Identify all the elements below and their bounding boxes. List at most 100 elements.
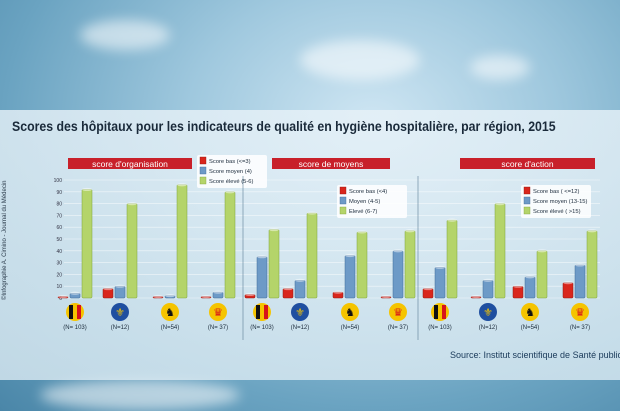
bar-top (525, 275, 535, 279)
bar (380, 296, 392, 299)
bar (512, 285, 524, 299)
category-label: (N=12) (111, 325, 130, 331)
brussels-iris-icon (479, 303, 497, 321)
bar-top (127, 202, 137, 206)
bar (152, 296, 164, 299)
wallonia-rooster-icon-glyph: ♛ (393, 306, 403, 319)
bar-top (201, 294, 211, 299)
flanders-lion-icon-glyph: ♞ (345, 306, 355, 319)
panel-title: score d'organisation (92, 159, 168, 169)
bar (212, 291, 224, 299)
brussels-iris-icon-glyph: ⚜ (115, 306, 125, 319)
panel-header (460, 158, 595, 169)
legend-swatch (523, 186, 531, 195)
category-label: (N=54) (341, 325, 360, 331)
flanders-lion-icon-glyph: ♞ (165, 306, 175, 319)
source-text: Source: Institut scientifique de Santé p… (450, 350, 620, 360)
wallonia-rooster-icon (389, 303, 407, 321)
legend-box (197, 155, 267, 188)
panel-title: score de moyens (299, 159, 364, 169)
bar-top (257, 255, 267, 259)
flanders-lion-icon (341, 303, 359, 321)
legend-swatch (523, 206, 531, 215)
bar-top (307, 211, 317, 215)
legend-swatch (339, 196, 347, 205)
legend-swatch (339, 206, 347, 215)
bar-top (82, 187, 92, 192)
bar (200, 296, 212, 299)
wallonia-rooster-icon-glyph: ♛ (213, 306, 223, 319)
legend-box (521, 185, 591, 218)
category-label: (N=12) (479, 325, 498, 331)
bar-top (575, 263, 585, 267)
bar (536, 250, 548, 299)
bar (470, 296, 482, 299)
y-tick-label: 20 (56, 272, 62, 278)
bar-top (225, 190, 235, 194)
legend-box (337, 185, 407, 218)
flag-black-stripe (434, 305, 438, 319)
legend-label: Moyen (4-5) (349, 199, 380, 205)
bar-top (345, 253, 355, 258)
belgique-flag-icon (66, 303, 84, 321)
flag-red-stripe (442, 305, 446, 319)
flanders-lion-icon (161, 303, 179, 321)
legend-swatch (199, 166, 207, 175)
bar (69, 293, 81, 299)
bar (294, 280, 306, 299)
legend-label: Score élevé ( >15) (533, 209, 581, 215)
legend-swatch (523, 196, 531, 205)
chart-title: Scores des hôpitaux pour les indicateurs… (12, 118, 556, 134)
bar-top (587, 229, 597, 233)
y-tick-label: 30 (56, 261, 62, 267)
brussels-iris-icon (291, 303, 309, 321)
panel-title: score d'action (501, 159, 553, 169)
wallonia-rooster-icon-glyph: ♛ (575, 306, 585, 319)
panel-header (68, 158, 192, 169)
bar (392, 250, 404, 299)
bar (164, 295, 176, 299)
bar (524, 276, 536, 299)
bar-top (357, 230, 367, 234)
category-label: (N=54) (161, 325, 180, 331)
bar-top (405, 229, 415, 233)
bar-top (245, 292, 255, 297)
y-tick-label: 0 (59, 296, 62, 302)
bar (57, 296, 69, 299)
belgique-flag-icon (431, 303, 449, 321)
bar-top (483, 278, 493, 282)
bar-top (423, 286, 433, 291)
bar-top (513, 284, 523, 288)
bar-top (103, 286, 113, 291)
y-tick-label: 40 (56, 249, 62, 255)
bar-top (269, 227, 279, 232)
legend-label: Score moyen (13-15) (533, 199, 588, 205)
bar (562, 282, 574, 299)
bar-top (153, 294, 163, 299)
legend-label: Score bas (<=3) (209, 159, 251, 165)
y-tick-label: 50 (56, 237, 62, 243)
y-tick-label: 70 (56, 213, 62, 219)
bar-top (333, 290, 343, 294)
bar (126, 203, 138, 299)
brussels-iris-icon-glyph: ⚜ (295, 306, 305, 319)
flag-red-stripe (77, 305, 81, 319)
bar-top (471, 294, 481, 299)
wallonia-rooster-icon (209, 303, 227, 321)
bar (356, 231, 368, 299)
bar (306, 212, 318, 299)
bar (494, 203, 506, 299)
y-tick-label: 100 (54, 178, 63, 184)
wallonia-rooster-icon (571, 303, 589, 321)
legend-swatch (339, 186, 347, 195)
category-label: (N= 37) (570, 325, 590, 331)
y-tick-label: 80 (56, 202, 62, 208)
y-tick-label: 10 (56, 284, 62, 290)
bar-top (435, 265, 445, 269)
legend-label: Score élevé (5-6) (209, 179, 254, 185)
bar (434, 267, 446, 299)
category-label: (N= 37) (208, 325, 228, 331)
legend-label: Score bas (<4) (349, 189, 387, 195)
bar (422, 288, 434, 299)
legend-swatch (199, 176, 207, 185)
